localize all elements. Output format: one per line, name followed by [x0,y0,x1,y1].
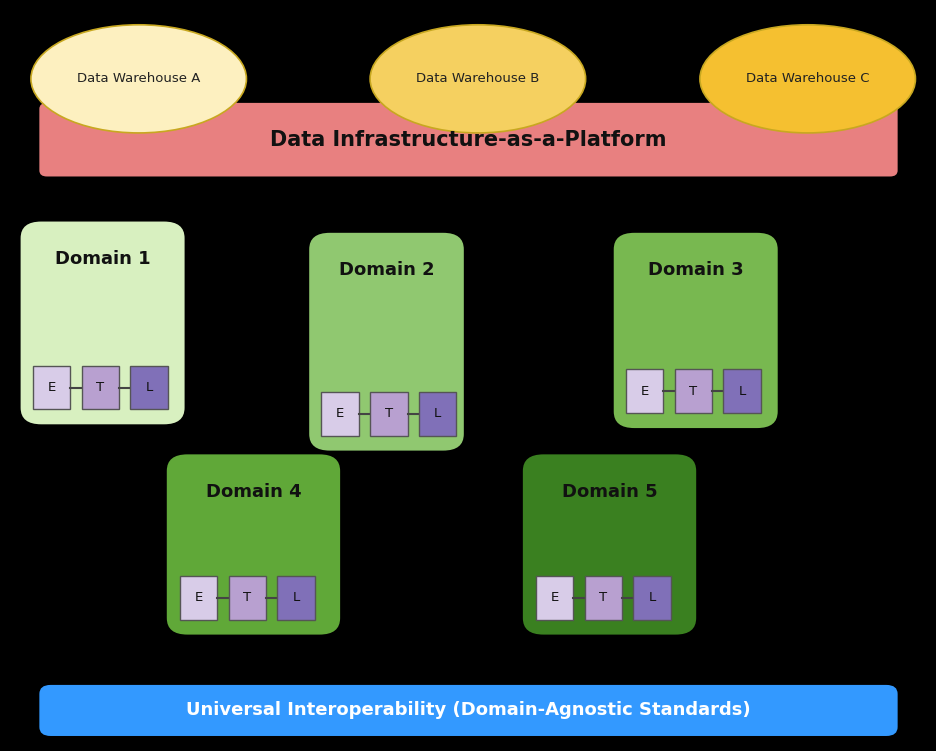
Text: T: T [243,591,251,605]
Text: Universal Interoperability (Domain-Agnostic Standards): Universal Interoperability (Domain-Agnos… [186,701,750,719]
Text: Domain 1: Domain 1 [54,250,151,268]
FancyBboxPatch shape [625,369,663,413]
Text: E: E [195,591,202,605]
FancyBboxPatch shape [418,392,456,436]
Text: L: L [433,407,441,421]
Text: T: T [385,407,392,421]
Ellipse shape [699,25,914,133]
Text: L: L [145,381,153,394]
FancyBboxPatch shape [613,233,777,428]
Text: L: L [292,591,300,605]
Text: Domain 2: Domain 2 [338,261,434,279]
Text: T: T [689,385,696,398]
FancyBboxPatch shape [21,222,184,424]
FancyBboxPatch shape [81,366,119,409]
FancyBboxPatch shape [321,392,358,436]
Text: E: E [336,407,344,421]
Text: Data Warehouse B: Data Warehouse B [416,72,539,86]
FancyBboxPatch shape [723,369,760,413]
Text: E: E [640,385,648,398]
FancyBboxPatch shape [39,685,897,736]
Text: Data Warehouse C: Data Warehouse C [745,72,869,86]
FancyBboxPatch shape [309,233,463,451]
FancyBboxPatch shape [535,576,573,620]
FancyBboxPatch shape [370,392,407,436]
FancyBboxPatch shape [33,366,70,409]
FancyBboxPatch shape [277,576,314,620]
Text: Domain 4: Domain 4 [205,483,301,501]
Text: L: L [648,591,655,605]
FancyBboxPatch shape [228,576,266,620]
FancyBboxPatch shape [584,576,622,620]
FancyBboxPatch shape [130,366,168,409]
Text: Domain 3: Domain 3 [647,261,743,279]
FancyBboxPatch shape [180,576,217,620]
Text: E: E [550,591,558,605]
Text: E: E [48,381,55,394]
Ellipse shape [31,25,246,133]
Text: Domain 5: Domain 5 [561,483,657,501]
Text: T: T [599,591,607,605]
Text: T: T [96,381,104,394]
FancyBboxPatch shape [39,103,897,176]
FancyBboxPatch shape [633,576,670,620]
Text: Data Warehouse A: Data Warehouse A [77,72,200,86]
FancyBboxPatch shape [674,369,711,413]
Text: L: L [738,385,745,398]
Ellipse shape [370,25,585,133]
FancyBboxPatch shape [167,454,340,635]
FancyBboxPatch shape [522,454,695,635]
Text: Data Infrastructure-as-a-Platform: Data Infrastructure-as-a-Platform [270,130,666,149]
